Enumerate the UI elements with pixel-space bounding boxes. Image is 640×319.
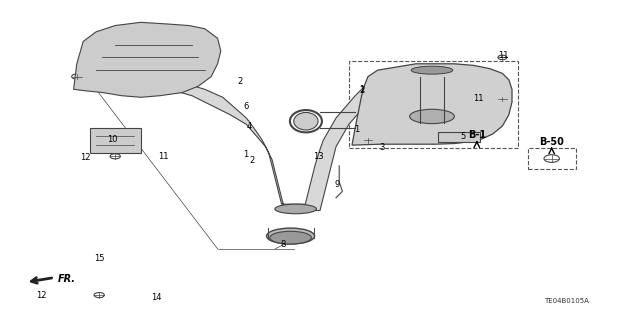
Text: B-1: B-1 (468, 130, 486, 140)
Ellipse shape (410, 109, 454, 124)
Bar (349, 61, 518, 148)
Text: 6: 6 (244, 102, 249, 111)
Polygon shape (170, 85, 374, 211)
Ellipse shape (270, 231, 312, 244)
Text: 2: 2 (359, 86, 364, 95)
Bar (438, 132, 480, 142)
Polygon shape (74, 22, 221, 97)
Text: 4: 4 (247, 122, 252, 131)
Ellipse shape (412, 66, 453, 74)
Bar (528, 148, 576, 169)
Text: FR.: FR. (58, 274, 76, 284)
Text: 1: 1 (243, 150, 248, 159)
Text: 1: 1 (355, 125, 360, 134)
Text: 14: 14 (152, 293, 162, 302)
Text: 12: 12 (80, 153, 90, 162)
Polygon shape (90, 128, 141, 153)
Text: B-50: B-50 (540, 137, 564, 147)
Text: 2: 2 (237, 77, 243, 86)
Text: 1: 1 (359, 85, 364, 94)
Text: 11: 11 (159, 152, 169, 161)
Text: 10: 10 (107, 135, 117, 144)
Text: 11: 11 (474, 94, 484, 103)
Text: 15: 15 (94, 254, 104, 263)
Text: 13: 13 (313, 152, 323, 161)
Text: 11: 11 (499, 51, 509, 60)
Ellipse shape (275, 204, 317, 214)
Text: 2: 2 (250, 156, 255, 165)
Text: TE04B0105A: TE04B0105A (544, 299, 589, 304)
Ellipse shape (294, 113, 318, 130)
Text: 3: 3 (380, 143, 385, 152)
Text: 9: 9 (335, 180, 340, 189)
Text: 5: 5 (460, 132, 465, 141)
Text: 8: 8 (281, 240, 286, 249)
Ellipse shape (267, 228, 315, 244)
Polygon shape (352, 64, 512, 145)
Text: 12: 12 (36, 291, 47, 300)
